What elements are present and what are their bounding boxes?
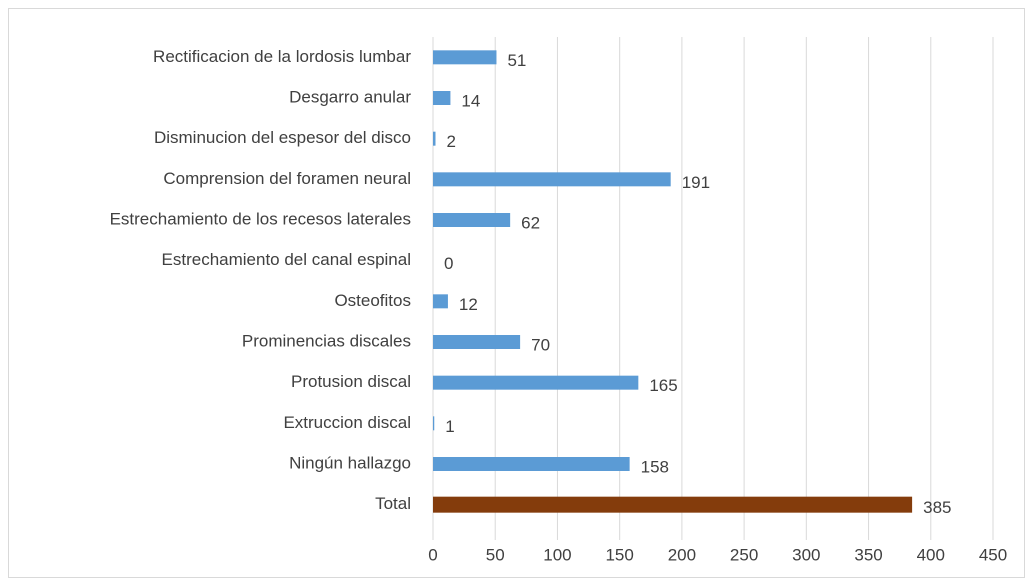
data-label: 165 <box>649 376 677 395</box>
x-tick-label: 250 <box>730 545 758 564</box>
bar <box>433 335 521 349</box>
y-tick-label: Desgarro anular <box>289 87 411 106</box>
bar <box>433 416 435 431</box>
y-tick-label: Protusion discal <box>291 372 411 391</box>
y-tick-label: Estrechamiento de los recesos laterales <box>110 209 411 228</box>
data-label: 14 <box>461 91 480 110</box>
bar <box>433 457 630 471</box>
bar <box>433 213 511 227</box>
y-tick-label: Total <box>375 494 411 513</box>
data-label: 51 <box>507 51 526 70</box>
data-label: 1 <box>445 417 454 436</box>
bar <box>433 294 448 309</box>
data-label: 70 <box>531 335 550 354</box>
x-tick-label: 300 <box>792 545 820 564</box>
x-tick-label: 450 <box>979 545 1007 564</box>
y-tick-label: Prominencias discales <box>242 331 411 350</box>
bar <box>433 91 451 105</box>
y-tick-label: Extruccion discal <box>283 413 411 432</box>
bar <box>433 375 639 390</box>
data-label: 12 <box>459 295 478 314</box>
bar <box>433 50 497 65</box>
y-tick-label: Disminucion del espesor del disco <box>154 128 411 147</box>
x-tick-label: 200 <box>668 545 696 564</box>
data-label: 385 <box>923 498 951 517</box>
y-tick-label: Rectificacion de la lordosis lumbar <box>153 47 411 66</box>
bar <box>433 496 913 513</box>
y-tick-label: Estrechamiento del canal espinal <box>162 250 411 269</box>
data-label: 191 <box>682 173 710 192</box>
chart-border <box>8 8 1025 578</box>
y-tick-label: Comprension del foramen neural <box>163 169 411 188</box>
x-tick-label: 150 <box>605 545 633 564</box>
x-tick-label: 100 <box>543 545 571 564</box>
x-tick-label: 350 <box>854 545 882 564</box>
data-label: 62 <box>521 213 540 232</box>
x-tick-label: 50 <box>486 545 505 564</box>
bar <box>433 131 436 146</box>
data-label: 158 <box>641 457 669 476</box>
y-tick-label: Ningún hallazgo <box>289 453 411 472</box>
data-label: 0 <box>444 254 453 273</box>
data-label: 2 <box>446 132 455 151</box>
x-tick-label: 400 <box>917 545 945 564</box>
bar <box>433 172 671 187</box>
y-tick-label: Osteofitos <box>334 291 411 310</box>
x-tick-label: 0 <box>428 545 437 564</box>
